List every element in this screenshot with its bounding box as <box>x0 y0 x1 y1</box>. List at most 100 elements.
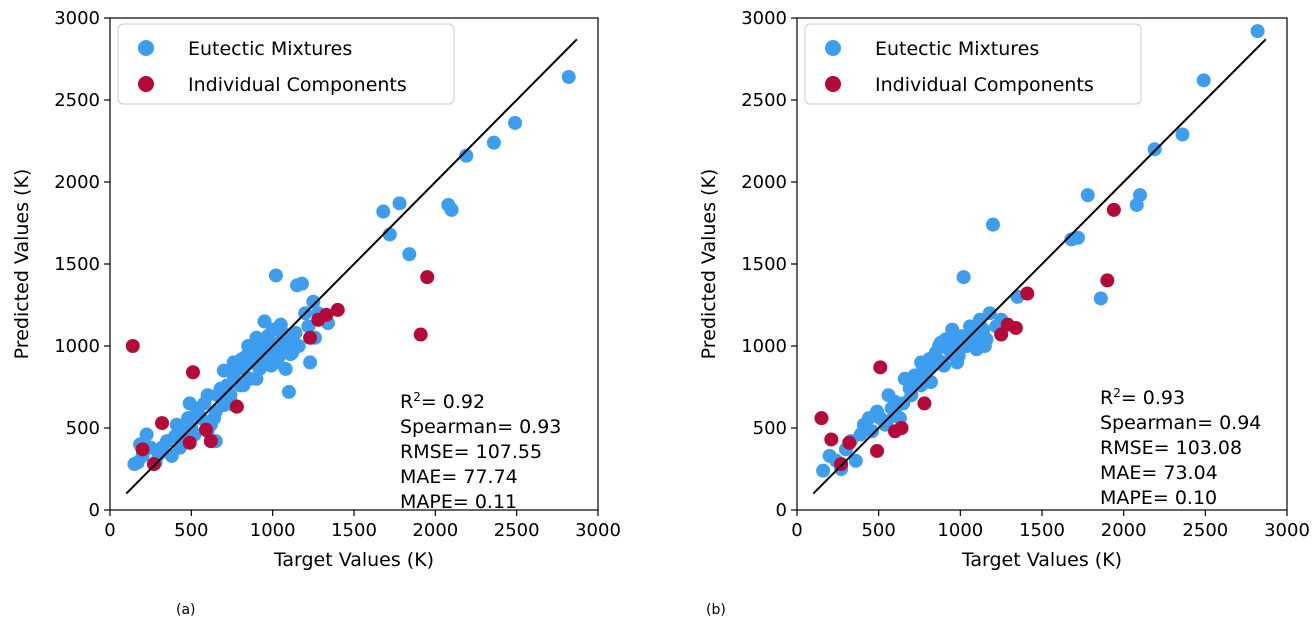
legend-box <box>804 23 1142 105</box>
data-point <box>376 204 391 219</box>
data-point <box>278 361 293 376</box>
data-point <box>508 115 523 130</box>
chart-panel-b: 0 500 1000 1500 2000 2500 3000 0 500 1000 1500 2000… <box>680 0 1315 622</box>
data-point <box>894 421 909 435</box>
metric-text: Spearman= 0.94 <box>1100 412 1261 434</box>
legend-marker <box>138 40 154 56</box>
y-tick-label: 500 <box>753 418 787 439</box>
y-tick-label: 1500 <box>54 254 100 275</box>
data-point <box>155 416 170 431</box>
legend-label: Eutectic Mixtures <box>875 38 1039 60</box>
data-point <box>226 355 241 370</box>
data-point <box>1133 188 1147 203</box>
data-point <box>870 443 885 458</box>
data-point <box>1080 188 1095 203</box>
data-point <box>273 317 288 332</box>
caption-a: (a) <box>176 602 196 618</box>
series-individual-b <box>814 202 1121 472</box>
data-point <box>198 422 213 437</box>
data-point <box>330 302 345 317</box>
x-tick-label: 500 <box>174 520 208 541</box>
data-point <box>303 355 318 370</box>
data-point <box>268 268 283 283</box>
data-point <box>1020 286 1035 301</box>
data-point <box>189 401 204 416</box>
metric-text: MAPE= 0.10 <box>1100 487 1217 509</box>
data-point <box>986 217 1000 232</box>
data-point <box>185 365 200 380</box>
metric-text: RMSE= 103.08 <box>1100 437 1242 459</box>
metric-text: Spearman= 0.93 <box>400 416 561 438</box>
legend-label: Individual Components <box>875 74 1094 96</box>
data-point <box>125 339 140 353</box>
metric-text: MAE= 77.74 <box>400 466 518 488</box>
y-tick-label: 2500 <box>741 90 787 111</box>
y-tick-label: 0 <box>776 500 787 521</box>
identity-line <box>812 38 1267 495</box>
data-point <box>950 355 965 370</box>
data-point <box>392 196 407 211</box>
series-individual-a <box>125 270 435 472</box>
x-tick-label: 1000 <box>250 520 296 541</box>
data-point <box>294 276 309 291</box>
data-point <box>1093 291 1108 306</box>
legend: Eutectic Mixtures Individual Components <box>117 23 455 105</box>
data-point <box>994 327 1009 342</box>
data-point <box>459 148 474 163</box>
data-point <box>303 330 318 345</box>
legend-marker <box>138 76 154 92</box>
data-point <box>945 322 960 337</box>
data-point <box>236 378 251 393</box>
data-point <box>956 270 971 285</box>
y-tick-label: 3000 <box>54 8 100 29</box>
metric-text: R2= 0.92 <box>400 390 485 413</box>
data-point <box>306 294 321 309</box>
x-tick-label: 0 <box>791 520 802 541</box>
data-point <box>865 424 880 439</box>
metric-text: MAPE= 0.11 <box>400 491 517 513</box>
data-point <box>281 384 296 399</box>
y-tick-label: 2500 <box>54 90 100 111</box>
scatter-chart-b: 0 500 1000 1500 2000 2500 3000 0 500 1000 1500 2000… <box>698 8 1310 571</box>
x-tick-label: 2500 <box>494 520 540 541</box>
data-point <box>413 327 428 342</box>
legend-label: Individual Components <box>188 74 407 96</box>
data-point <box>229 399 244 414</box>
x-axis-label: Target Values (K) <box>961 549 1122 571</box>
data-point <box>182 435 197 450</box>
data-point <box>873 360 888 375</box>
data-point <box>1106 202 1121 217</box>
x-tick-label: 3000 <box>575 520 621 541</box>
data-point <box>244 347 259 362</box>
data-point <box>561 70 576 85</box>
y-tick-label: 1500 <box>741 254 787 275</box>
y-tick-label: 500 <box>66 418 100 439</box>
data-point <box>139 427 154 442</box>
legend-marker <box>825 76 841 92</box>
data-point <box>262 339 277 353</box>
x-tick-label: 1500 <box>1019 520 1065 541</box>
series-eutectic-a <box>127 70 576 472</box>
y-tick-label: 0 <box>89 500 100 521</box>
data-point <box>402 247 417 262</box>
data-point <box>814 411 829 426</box>
x-axis-label: Target Values (K) <box>273 549 434 571</box>
y-tick-label: 1000 <box>54 336 100 357</box>
data-point <box>257 314 272 329</box>
x-tick-label: 1500 <box>331 520 377 541</box>
data-point <box>486 135 501 150</box>
scatter-chart-a: 0 500 1000 1500 2000 2500 3000 0 500 1000 1500 2000… <box>11 8 621 571</box>
y-tick-label: 1000 <box>741 336 787 357</box>
data-point <box>816 463 831 478</box>
identity-line <box>125 38 578 495</box>
data-point <box>285 345 300 360</box>
data-point <box>1196 73 1211 88</box>
data-point <box>146 457 161 472</box>
data-point <box>842 435 857 450</box>
x-tick-label: 1000 <box>937 520 983 541</box>
data-point <box>933 335 948 350</box>
data-point <box>420 270 435 285</box>
legend-box <box>117 23 455 105</box>
data-point <box>1175 127 1190 142</box>
data-point <box>1070 230 1085 245</box>
